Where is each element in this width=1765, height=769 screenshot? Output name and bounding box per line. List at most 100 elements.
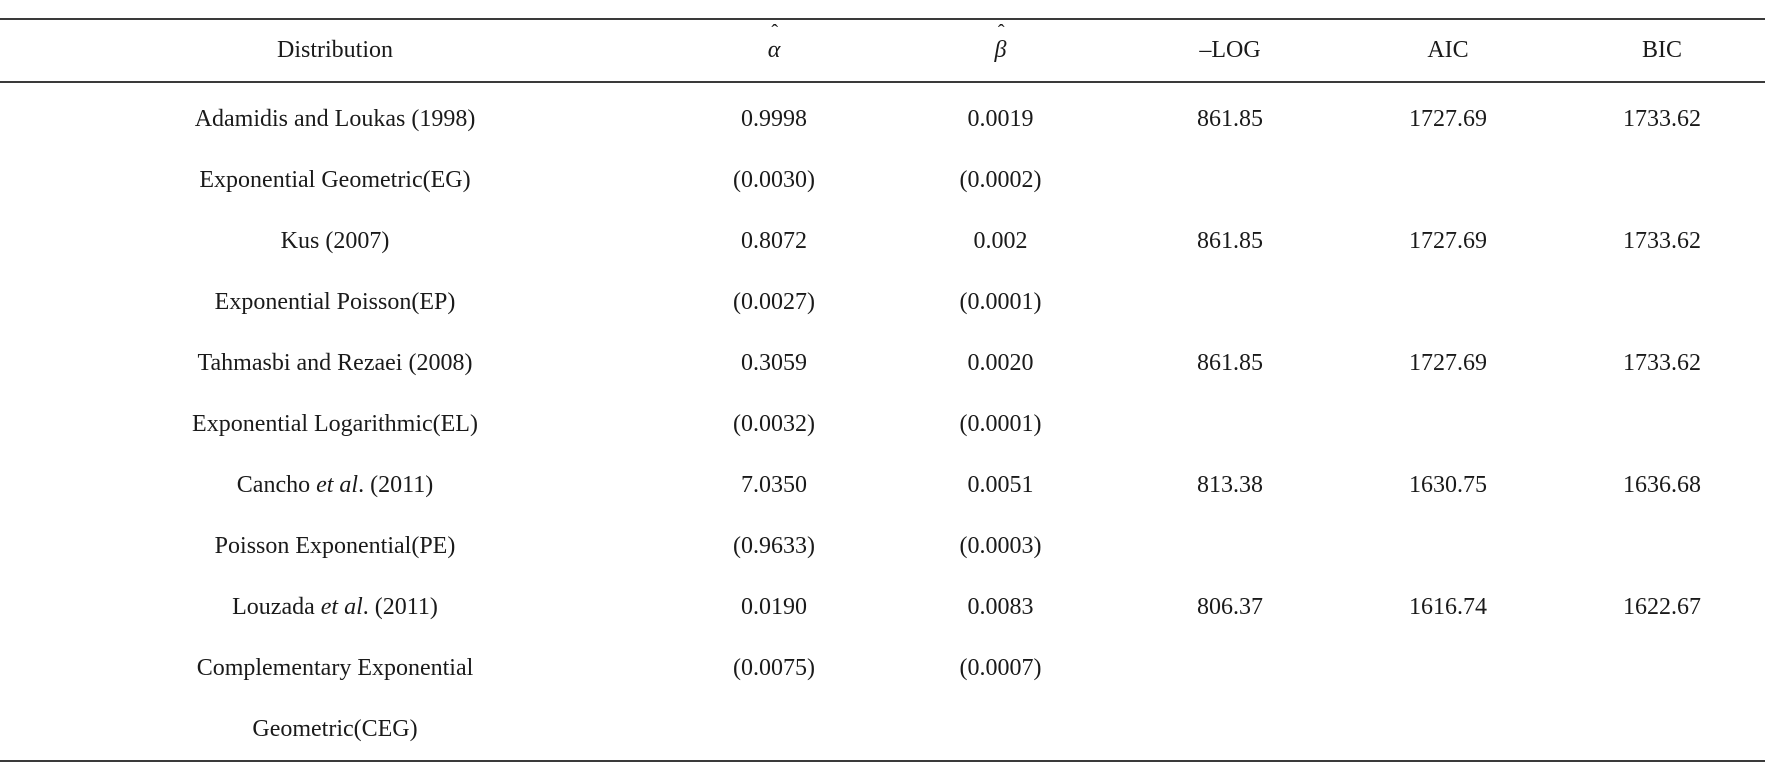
cell-distribution: Exponential Poisson(EP)	[0, 272, 670, 333]
cell-beta: (0.0007)	[959, 655, 1042, 681]
distribution-name-part: Complementary Exponential	[196, 655, 474, 681]
cell-distribution: Exponential Geometric(EG)	[0, 150, 670, 211]
distribution-name-part: Exponential Logarithmic(EL)	[192, 411, 478, 437]
cell-bic	[1559, 638, 1765, 699]
cell-alpha: (0.0027)	[733, 289, 815, 315]
distribution-name-part: Kus (2007)	[280, 228, 390, 254]
cell-neglog: 861.85	[1197, 106, 1263, 132]
cell-distribution: Complementary Exponential	[0, 638, 670, 699]
cell-neglog	[1123, 394, 1337, 455]
cell-distribution: Kus (2007)	[0, 211, 670, 272]
cell-aic: 1727.69	[1409, 228, 1487, 254]
table-row: Exponential Geometric(EG) (0.0030) (0.0002…	[0, 150, 1765, 211]
distribution-name-part: Exponential Geometric(EG)	[199, 167, 471, 193]
cell-beta: 0.0051	[967, 472, 1034, 498]
table-row: Louzada et al. (2011) 0.0190 0.0083 806.37 1…	[0, 577, 1765, 638]
cell-bic	[1559, 394, 1765, 455]
cell-distribution: Exponential Logarithmic(EL)	[0, 394, 670, 455]
table-row: Geometric(CEG)	[0, 699, 1765, 760]
table-row: Cancho et al. (2011) 7.0350 0.0051 813.38 16…	[0, 455, 1765, 516]
cell-bic: 1733.62	[1623, 106, 1701, 132]
distribution-name-part: Geometric(CEG)	[252, 716, 418, 742]
header-aic: AIC	[1337, 20, 1559, 83]
cell-aic: 1727.69	[1409, 106, 1487, 132]
cell-neglog	[1123, 272, 1337, 333]
cell-neglog: 806.37	[1197, 594, 1263, 620]
cell-alpha: 0.0190	[741, 594, 807, 620]
distribution-name-part: . (2011)	[362, 594, 438, 620]
table-row: Adamidis and Loukas (1998) 0.9998 0.0019 86…	[0, 82, 1765, 150]
distribution-name-part: . (2011)	[358, 472, 434, 498]
cell-distribution: Geometric(CEG)	[0, 699, 670, 760]
cell-neglog: 813.38	[1197, 472, 1263, 498]
cell-bic	[1559, 150, 1765, 211]
cell-bic: 1636.68	[1623, 472, 1701, 498]
cell-beta: (0.0002)	[959, 167, 1042, 193]
cell-aic: 1630.75	[1409, 472, 1487, 498]
cell-aic	[1337, 638, 1559, 699]
cell-alpha: (0.0075)	[733, 655, 815, 681]
cell-aic	[1337, 150, 1559, 211]
cell-alpha: 0.3059	[741, 350, 807, 376]
distribution-name-part: et al	[320, 594, 363, 620]
cell-distribution: Tahmasbi and Rezaei (2008)	[0, 333, 670, 394]
cell-beta: (0.0001)	[959, 411, 1042, 437]
cell-beta: 0.0083	[967, 594, 1034, 620]
header-distribution: Distribution	[0, 20, 670, 83]
cell-distribution: Poisson Exponential(PE)	[0, 516, 670, 577]
cell-alpha: (0.9633)	[733, 533, 815, 559]
cell-aic: 1616.74	[1409, 594, 1487, 620]
cell-aic	[1337, 699, 1559, 760]
cell-beta	[878, 699, 1123, 760]
distribution-name-part: (1998)	[405, 106, 476, 132]
table-row: Poisson Exponential(PE) (0.9633) (0.0003)	[0, 516, 1765, 577]
cell-beta: (0.0001)	[959, 289, 1042, 315]
cell-bic: 1733.62	[1623, 350, 1701, 376]
cell-bic: 1733.62	[1623, 228, 1701, 254]
cell-neglog	[1123, 150, 1337, 211]
cell-beta: (0.0003)	[959, 533, 1042, 559]
distribution-name-part: Exponential Poisson(EP)	[214, 289, 456, 315]
distribution-name-part: Adamidis and Loukas	[194, 106, 406, 132]
table-row: Complementary Exponential (0.0075) (0.0007…	[0, 638, 1765, 699]
cell-distribution: Adamidis and Loukas (1998)	[0, 82, 670, 150]
cell-alpha: (0.0030)	[733, 167, 815, 193]
cell-alpha: 7.0350	[741, 472, 807, 498]
cell-alpha	[670, 699, 878, 760]
cell-beta: 0.0019	[967, 106, 1034, 132]
cell-bic	[1559, 272, 1765, 333]
table-row: Exponential Poisson(EP) (0.0027) (0.0001)	[0, 272, 1765, 333]
cell-beta: 0.002	[973, 228, 1028, 254]
cell-aic	[1337, 272, 1559, 333]
cell-bic: 1622.67	[1623, 594, 1701, 620]
cell-neglog: 861.85	[1197, 350, 1263, 376]
distribution-name-part: Cancho	[236, 472, 317, 498]
cell-aic	[1337, 516, 1559, 577]
cell-bic	[1559, 699, 1765, 760]
cell-beta: 0.0020	[967, 350, 1034, 376]
header-bic: BIC	[1559, 20, 1765, 83]
distribution-name-part: Tahmasbi and Rezaei (2008)	[197, 350, 473, 376]
cell-neglog	[1123, 699, 1337, 760]
distribution-name-part: Louzada	[232, 594, 321, 620]
cell-distribution: Cancho et al. (2011)	[0, 455, 670, 516]
cell-neglog	[1123, 516, 1337, 577]
cell-alpha: (0.0032)	[733, 411, 815, 437]
cell-aic: 1727.69	[1409, 350, 1487, 376]
table-row: Exponential Logarithmic(EL) (0.0032) (0.00…	[0, 394, 1765, 455]
table-body: Adamidis and Loukas (1998) 0.9998 0.0019 86…	[0, 82, 1765, 760]
table-row: Kus (2007) 0.8072 0.002 861.85 1727.69 1733.6…	[0, 211, 1765, 272]
table-row: Tahmasbi and Rezaei (2008) 0.3059 0.0020 86…	[0, 333, 1765, 394]
distribution-name-part: Poisson Exponential(PE)	[214, 533, 456, 559]
cell-distribution: Louzada et al. (2011)	[0, 577, 670, 638]
header-neglog: –LOG	[1123, 20, 1337, 83]
cell-bic	[1559, 516, 1765, 577]
